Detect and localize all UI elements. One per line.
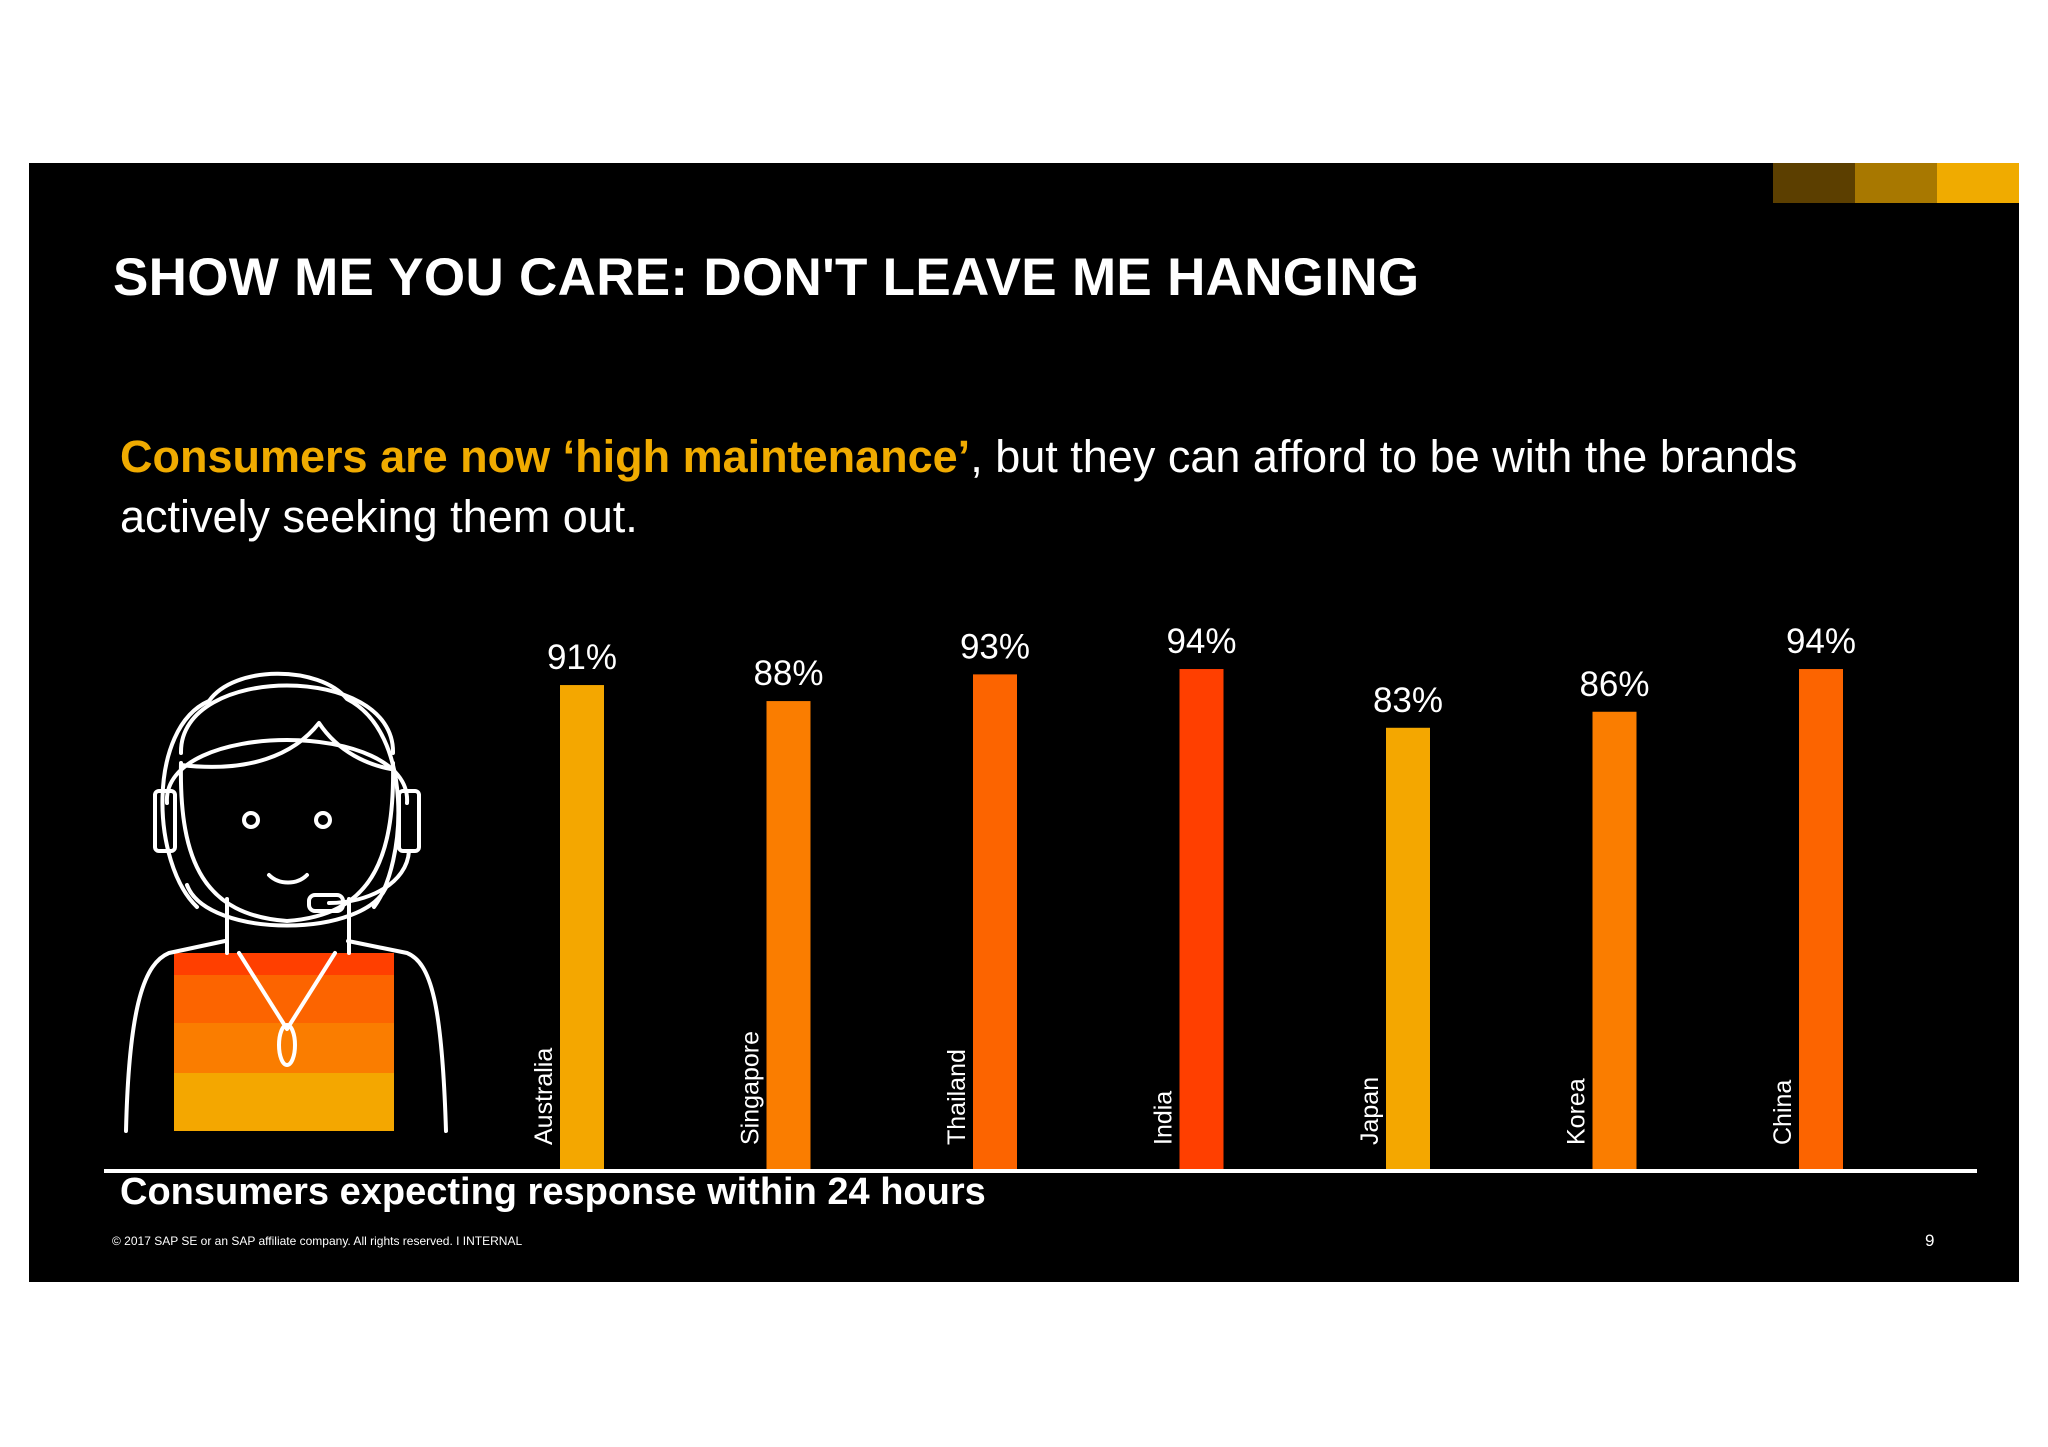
slide-title: SHOW ME YOU CARE: DON'T LEAVE ME HANGING [113,248,1420,307]
bar-thailand [973,674,1017,1171]
copyright-footer: © 2017 SAP SE or an SAP affiliate compan… [112,1234,523,1248]
category-label-japan: Japan [1356,1077,1384,1145]
subtitle-rest: , but they can afford to be with the bra… [120,431,1798,542]
value-label-india: 94% [1166,622,1236,661]
corner-accent-light [1937,163,2019,203]
page-number: 9 [1925,1231,1935,1250]
value-label-thailand: 93% [960,627,1030,666]
bar-china [1799,669,1843,1171]
category-label-singapore: Singapore [737,1031,765,1145]
corner-accent-dark [1773,163,1855,203]
category-label-india: India [1150,1091,1178,1145]
chart-caption: Consumers expecting response within 24 h… [120,1171,986,1213]
bar-singapore [766,701,811,1171]
bar-india [1179,669,1224,1171]
slide: SHOW ME YOU CARE: DON'T LEAVE ME HANGING… [29,163,2019,1282]
slide-subtitle: Consumers are now ‘high maintenance’, bu… [120,427,1840,547]
bar-australia [560,685,604,1171]
subtitle-highlight: Consumers are now ‘high maintenance’ [120,431,971,482]
category-label-korea: Korea [1563,1078,1591,1145]
response-bar-chart: 91% Australia 88% Singapore 93% Thailand 94% In… [104,622,1977,1173]
category-label-china: China [1769,1080,1797,1145]
bar-japan [1386,727,1430,1171]
value-label-australia: 91% [547,638,617,677]
corner-accent-mid [1855,163,1937,203]
value-label-singapore: 88% [753,654,823,693]
customer-service-agent-with-headset-icon [124,671,448,1133]
value-label-korea: 86% [1579,665,1649,704]
category-label-australia: Australia [530,1048,558,1145]
bar-korea [1592,711,1637,1171]
value-label-china: 94% [1786,622,1856,661]
value-label-japan: 83% [1373,681,1443,720]
category-label-thailand: Thailand [943,1049,971,1145]
